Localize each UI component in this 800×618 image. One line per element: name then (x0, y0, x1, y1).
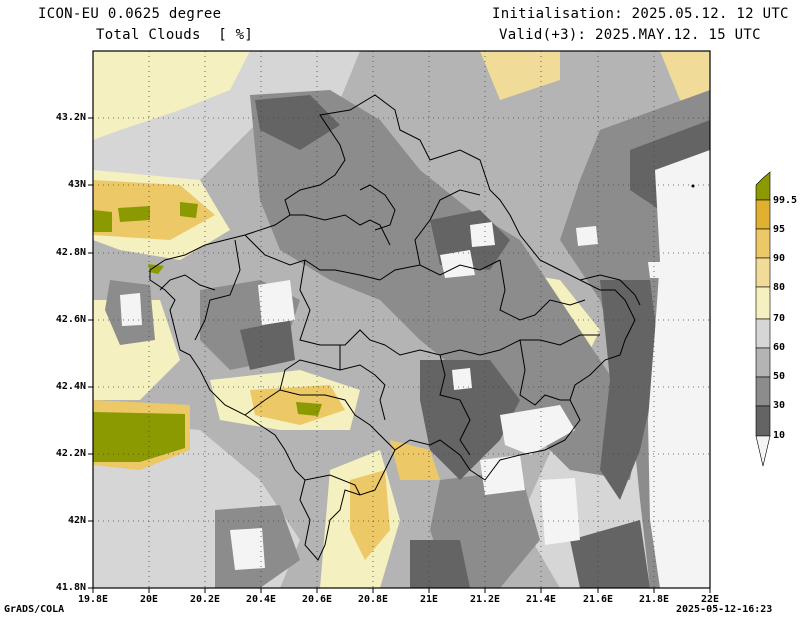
colorbar-swatch-bottom (755, 435, 771, 467)
lat-label-42.4: 42.4N (55, 381, 86, 392)
colorbar-label-70: 70 (773, 313, 786, 324)
valid-time: Valid(+3): 2025.MAY.12. 15 UTC (499, 27, 761, 43)
lat-label-42.2: 42.2N (55, 448, 86, 459)
lat-label-41.8: 41.8N (55, 582, 86, 593)
lon-label-21: 21E (419, 594, 439, 605)
variable-title: Total Clouds [ %] (96, 27, 254, 43)
colorbar-swatch-95 (755, 199, 771, 230)
lon-label-20.4: 20.4E (245, 594, 277, 605)
lon-label-21.2: 21.2E (469, 594, 501, 605)
init-time: Initialisation: 2025.05.12. 12 UTC (492, 6, 789, 22)
lat-label-42.6: 42.6N (55, 314, 86, 325)
credit-label: GrADS/COLA (4, 604, 65, 615)
lon-label-20.8: 20.8E (357, 594, 389, 605)
colorbar-label-50: 50 (773, 371, 786, 382)
lon-label-21.4: 21.4E (525, 594, 557, 605)
cloud-field (93, 51, 710, 588)
colorbar-label-95: 95 (773, 224, 786, 235)
colorbar-swatch-90 (755, 228, 771, 259)
axis-ticks (88, 117, 711, 593)
colorbar-label-30: 30 (773, 400, 786, 411)
colorbar-label-10: 10 (773, 430, 786, 441)
lat-label-42.8: 42.8N (55, 247, 86, 258)
lon-label-21.6: 21.6E (582, 594, 614, 605)
colorbar-swatch-50 (755, 347, 771, 378)
lon-label-20: 20E (139, 594, 159, 605)
lat-label-42: 42N (67, 515, 86, 526)
colorbar-swatch-30 (755, 376, 771, 407)
colorbar-swatch-top (755, 171, 771, 201)
colorbar-label-90: 90 (773, 253, 786, 264)
colorbar-swatch-70 (755, 286, 771, 320)
colorbar-label-80: 80 (773, 282, 786, 293)
lon-label-22: 22E (700, 594, 720, 605)
lat-label-43.2: 43.2N (55, 112, 86, 123)
lon-label-20.6: 20.6E (301, 594, 333, 605)
colorbar-label-60: 60 (773, 342, 786, 353)
colorbar-swatch-60 (755, 318, 771, 349)
admin-borders (149, 94, 641, 561)
colorbar-swatch-80 (755, 257, 771, 288)
lat-label-43: 43N (67, 179, 86, 190)
model-title: ICON-EU 0.0625 degree (38, 6, 222, 22)
colorbar-swatch-10 (755, 405, 771, 437)
lon-label-21.8: 21.8E (638, 594, 670, 605)
lon-label-20.2: 20.2E (189, 594, 221, 605)
colorbar-label-99.5: 99.5 (773, 195, 798, 206)
lon-label-19.8: 19.8E (77, 594, 109, 605)
render-timestamp: 2025-05-12-16:23 (676, 604, 773, 615)
city-marker (691, 184, 695, 188)
colorbar (755, 171, 771, 467)
